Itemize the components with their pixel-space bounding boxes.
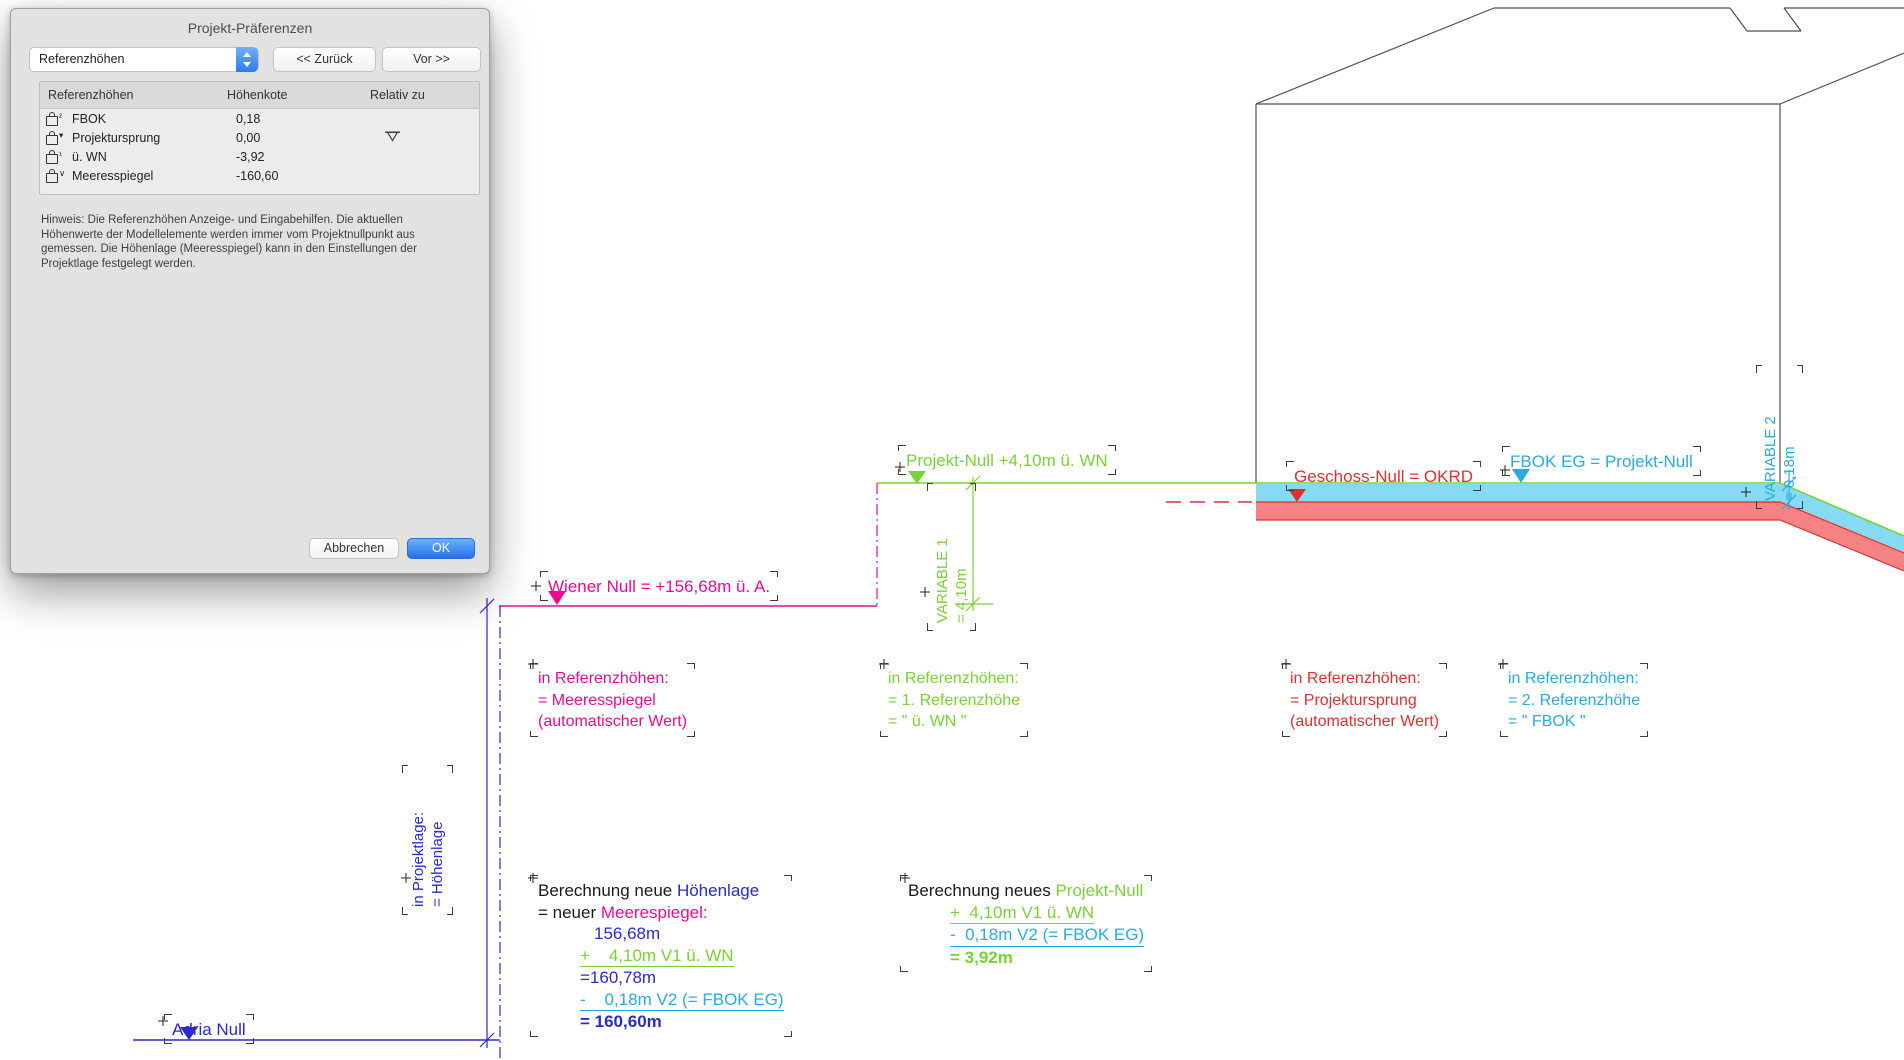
calc1-start-value: 156,68m [594, 924, 661, 943]
ref-projektursprung-line1: in Referenzhöhen: [1290, 670, 1421, 687]
adria-null-triangle-marker[interactable] [180, 1027, 198, 1040]
ref-fbok-line3: = " FBOK " [1508, 713, 1586, 730]
table-row[interactable]: ∨ Meeresspiegel -160,60 [40, 166, 479, 185]
floor-slab[interactable] [1256, 484, 1904, 572]
lock-ref1-icon: ¹ [46, 149, 72, 164]
calc1-total: = 160,60m [580, 1012, 662, 1031]
variable1-line2: = 4,10m [953, 568, 970, 623]
variable2-line1: VARIABLE 2 [1762, 416, 1779, 501]
calc1-title: Berechnung neue Höhenlage [538, 881, 760, 900]
variable2-line2: = 0,18m [1781, 446, 1798, 501]
row-value[interactable]: -3,92 [236, 149, 265, 164]
cancel-button[interactable]: Abbrechen [309, 538, 399, 559]
slab-red-bottom-line [1256, 519, 1904, 572]
table-row[interactable]: ² FBOK 0,18 [40, 109, 479, 128]
forward-button[interactable]: Vor >> [382, 47, 481, 72]
row-value[interactable]: -160,60 [236, 168, 279, 183]
calc1-plus-line: + 4,10m V1 ü. WN [538, 945, 784, 967]
ref-block-meeresspiegel[interactable]: in Referenzhöhen: = Meeresspiegel (autom… [529, 663, 696, 733]
projektlage-line2: = Höhenlage [429, 821, 446, 908]
row-value[interactable]: 0,18 [236, 111, 261, 126]
blue-dim-tick-bottom [479, 1032, 495, 1048]
geschoss-null-label[interactable]: Geschoss-Null = OKRD [1285, 460, 1482, 487]
ref-block-fbok[interactable]: in Referenzhöhen: = 2. Referenzhöhe = " … [1499, 663, 1649, 733]
variable1-line1: VARIABLE 1 [934, 538, 951, 623]
box-left-diagonal-line[interactable] [1255, 7, 1495, 105]
ref-projektursprung-line3: (automatischer Wert) [1290, 713, 1440, 730]
hoehenlage-dimension[interactable] [479, 598, 495, 1048]
projekt-null-text: Projekt-Null +4,10m ü. WN [906, 451, 1108, 470]
dialog-title: Projekt-Präferenzen [187, 20, 313, 36]
wiener-null-text: Wiener Null = +156,68m ü. A. [548, 577, 771, 596]
ref-meeresspiegel-line1: in Referenzhöhen: [538, 670, 669, 687]
calc2-title: Berechnung neues Projekt-Null [908, 881, 1144, 900]
table-row[interactable]: ▾ Projektursprung 0,00 [40, 128, 479, 147]
ref-block-projektursprung[interactable]: in Referenzhöhen: = Projektursprung (aut… [1281, 663, 1448, 733]
header-relativ-zu: Relativ zu [370, 88, 425, 102]
calc2-total: = 3,92m [950, 947, 1013, 967]
table-header: Referenzhöhen Höhenkote Relativ zu [40, 82, 479, 109]
project-preferences-dialog: Projekt-Präferenzen Referenzhöhen << Zur… [10, 8, 490, 574]
box-notch-right-line[interactable] [1783, 7, 1802, 32]
ref-meeresspiegel-line2: = Meeresspiegel [538, 691, 656, 709]
fbok-eg-triangle-marker[interactable] [1512, 469, 1530, 483]
datum-triangle-icon [384, 131, 479, 145]
lock-ref2-icon: ² [46, 111, 72, 126]
geschoss-null-triangle-marker[interactable] [1288, 489, 1306, 502]
lock-origin-icon: ▾ [46, 130, 72, 145]
adria-null-label[interactable]: Adria Null [164, 1013, 254, 1040]
box-notch-left-line[interactable] [1729, 7, 1748, 32]
row-name: FBOK [72, 111, 107, 126]
projektlage-line1: in Projektlage: [410, 811, 427, 907]
ref-block-ue-wn[interactable]: in Referenzhöhen: = 1. Referenzhöhe = " … [879, 663, 1029, 733]
slab-red-layer[interactable] [1256, 502, 1904, 571]
row-name: ü. WN [72, 149, 107, 164]
variable1-label[interactable]: VARIABLE 1 = 4,10m [932, 491, 972, 623]
ref-ue-wn-line1: in Referenzhöhen: [888, 670, 1019, 687]
row-name: Projektursprung [72, 130, 161, 145]
header-referenzhoehen: Referenzhöhen [48, 88, 134, 102]
geschoss-null-text: Geschoss-Null = OKRD [1294, 467, 1474, 486]
reference-heights-table: Referenzhöhen Höhenkote Relativ zu ² FBO… [39, 81, 480, 195]
ref-ue-wn-line3: = " ü. WN " [888, 713, 967, 730]
fbok-eg-label[interactable]: FBOK EG = Projekt-Null [1502, 445, 1701, 472]
hint-text: Hinweis: Die Referenzhöhen Anzeige- und … [41, 214, 417, 270]
ref-ue-wn-line2: = 1. Referenzhöhe [888, 691, 1021, 709]
projektlage-label[interactable]: in Projektlage: = Höhenlage [407, 773, 449, 907]
header-hoehenkote: Höhenkote [227, 88, 288, 102]
calc-block-hoehenlage[interactable]: Berechnung neue Höhenlage = neuer Meeres… [530, 875, 792, 1033]
slab-red-top-line [1256, 501, 1904, 554]
blue-dim-tick-top [479, 598, 495, 614]
calc1-line2: = neuer Meerespiegel: [538, 902, 708, 922]
calc1-subtotal: =160,78m [580, 968, 657, 987]
wiener-null-triangle-marker[interactable] [548, 591, 566, 605]
ref-fbok-line2: = 2. Referenzhöhe [1508, 691, 1641, 709]
wiener-null-label[interactable]: Wiener Null = +156,68m ü. A. [539, 570, 779, 597]
ref-fbok-line1: in Referenzhöhen: [1508, 670, 1639, 687]
table-row[interactable]: ¹ ü. WN -3,92 [40, 147, 479, 166]
ref-meeresspiegel-line3: (automatischer Wert) [538, 713, 688, 730]
row-value[interactable]: 0,00 [236, 130, 261, 145]
adria-null-text: Adria Null [172, 1020, 246, 1039]
building-box[interactable] [1255, 7, 1904, 483]
calc1-minus-line: - 0,18m V2 (= FBOK EG) [538, 989, 784, 1011]
stepper-updown-icon[interactable] [236, 47, 258, 72]
dropdown-selected-value: Referenzhöhen [39, 52, 125, 66]
projekt-null-triangle-marker[interactable] [908, 471, 926, 484]
calc-block-projektnull[interactable]: Berechnung neues Projekt-Null + 4,10m V1… [899, 875, 1153, 968]
calc2-plus-line: + 4,10m V1 ü. WN [908, 902, 1144, 924]
preferences-page-dropdown[interactable]: Referenzhöhen [29, 47, 259, 72]
fbok-eg-text: FBOK EG = Projekt-Null [1510, 452, 1693, 471]
row-name: Meeresspiegel [72, 168, 154, 183]
ok-button[interactable]: OK [407, 538, 475, 559]
ref-projektursprung-line2: = Projektursprung [1290, 691, 1417, 709]
variable2-label[interactable]: VARIABLE 2 = 0,18m [1761, 373, 1799, 501]
lock-sea-icon: ∨ [46, 168, 72, 183]
calc2-minus-line: - 0,18m V2 (= FBOK EG) [908, 924, 1145, 947]
slab-cyan-layer[interactable] [1256, 484, 1904, 553]
box-right-diagonal-line[interactable] [1779, 52, 1904, 105]
back-button[interactable]: << Zurück [273, 47, 376, 72]
projekt-null-label[interactable]: Projekt-Null +4,10m ü. WN [898, 444, 1116, 471]
